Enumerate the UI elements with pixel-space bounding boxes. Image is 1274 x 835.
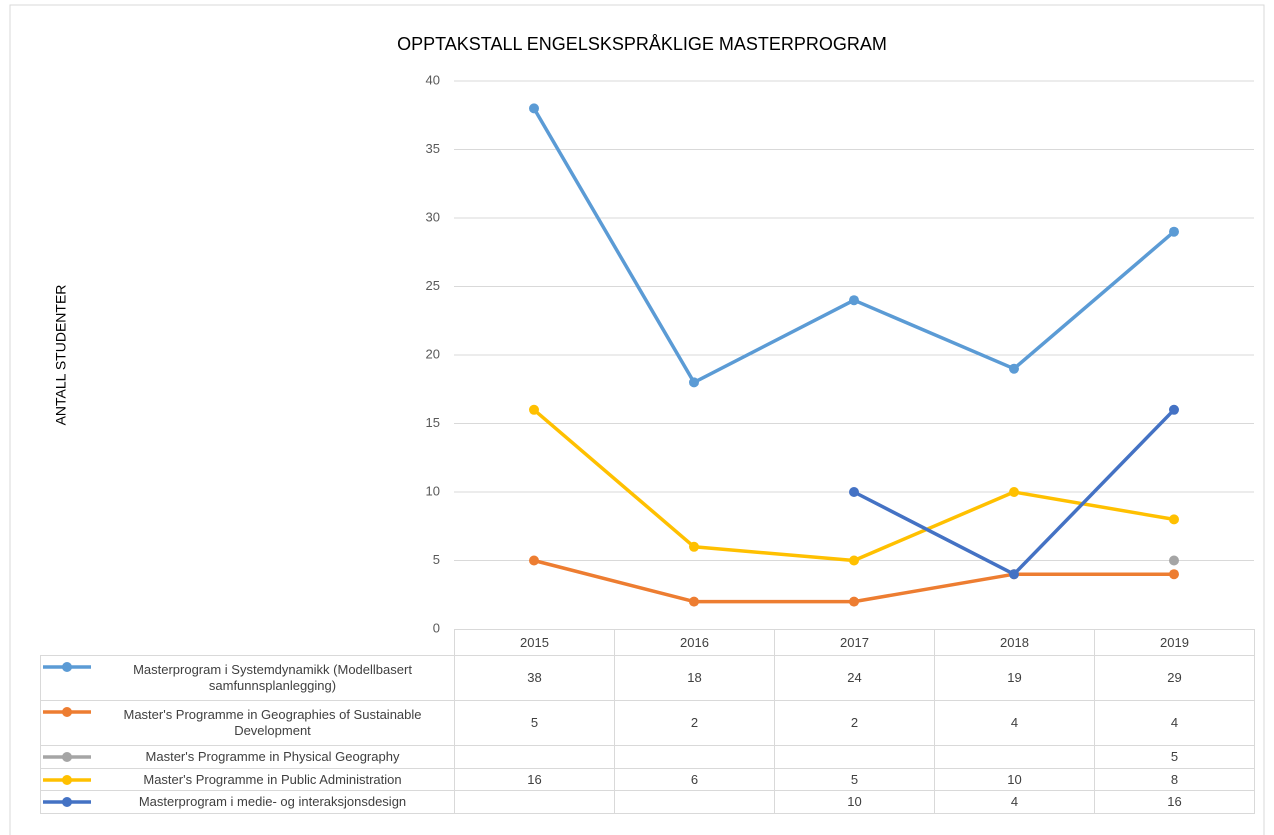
table-cell: 38 xyxy=(454,655,615,701)
legend-entry: Masterprogram i Systemdynamikk (Modellba… xyxy=(40,655,455,701)
table-cell: 16 xyxy=(454,768,615,791)
point-marker xyxy=(1009,569,1019,580)
y-tick-label: 15 xyxy=(426,415,440,430)
legend-dot xyxy=(62,775,72,785)
y-tick-label: 40 xyxy=(426,72,440,87)
y-tick-label: 10 xyxy=(426,483,440,498)
table-cell xyxy=(454,745,615,769)
table-cell: 10 xyxy=(774,790,935,814)
point-marker xyxy=(1169,555,1179,566)
table-cell xyxy=(934,745,1095,769)
table-cell xyxy=(454,790,615,814)
point-marker xyxy=(1169,226,1179,237)
legend-dot xyxy=(62,797,72,807)
table-cell: 18 xyxy=(614,655,775,701)
table-cell: 29 xyxy=(1094,655,1255,701)
legend-label: Master's Programme in Public Administrat… xyxy=(143,771,402,787)
point-marker xyxy=(1169,569,1179,580)
y-tick-label: 35 xyxy=(426,141,440,156)
legend-label: Masterprogram i Systemdynamikk (Modellba… xyxy=(133,662,412,693)
table-cell xyxy=(774,745,935,769)
legend-key xyxy=(43,707,91,717)
table-cell: 4 xyxy=(934,790,1095,814)
x-tick-label: 2019 xyxy=(1094,629,1255,656)
table-cell: 5 xyxy=(1094,745,1255,769)
y-tick-label: 20 xyxy=(426,346,440,361)
legend-key xyxy=(43,662,91,672)
legend-key xyxy=(43,797,91,807)
point-marker xyxy=(849,596,859,607)
point-marker xyxy=(849,295,859,306)
point-marker xyxy=(849,555,859,566)
chart-frame xyxy=(9,4,1265,835)
table-cell: 16 xyxy=(1094,790,1255,814)
point-marker xyxy=(689,377,699,388)
point-marker xyxy=(689,541,699,552)
table-cell: 5 xyxy=(774,768,935,791)
y-tick-label: 0 xyxy=(433,620,440,635)
x-tick-label: 2016 xyxy=(614,629,775,656)
table-cell: 2 xyxy=(614,700,775,746)
point-marker xyxy=(1009,487,1019,497)
x-tick-label: 2018 xyxy=(934,629,1095,656)
table-cell xyxy=(614,745,775,769)
table-cell xyxy=(614,790,775,814)
point-marker xyxy=(849,487,859,497)
legend-key xyxy=(43,775,91,785)
legend-label: Master's Programme in Physical Geography xyxy=(145,749,400,764)
table-cell: 24 xyxy=(774,655,935,701)
table-cell: 19 xyxy=(934,655,1095,701)
table-cell: 2 xyxy=(774,700,935,746)
legend-label: Masterprogram i medie- og interaksjonsde… xyxy=(138,794,407,809)
table-cell: 6 xyxy=(614,768,775,791)
y-tick-label: 30 xyxy=(426,209,440,224)
legend-entry: Master's Programme in Public Administrat… xyxy=(40,768,455,791)
legend-dot xyxy=(62,662,72,672)
chart-title: OPPTAKSTALL ENGELSKSPRÅKLIGE MASTERPROGR… xyxy=(397,34,887,54)
point-marker xyxy=(529,555,539,566)
point-marker xyxy=(689,596,699,607)
table-cell: 10 xyxy=(934,768,1095,791)
point-marker xyxy=(529,404,539,415)
point-marker xyxy=(1169,404,1179,415)
legend-entry: Masterprogram i medie- og interaksjonsde… xyxy=(40,790,455,814)
legend-label: Master's Programme in Geographies of Sus… xyxy=(123,707,422,738)
table-cell: 4 xyxy=(934,700,1095,746)
legend-entry: Master's Programme in Geographies of Sus… xyxy=(40,700,455,746)
legend-dot xyxy=(62,752,72,762)
point-marker xyxy=(1009,363,1019,374)
point-marker xyxy=(529,103,539,114)
table-cell: 4 xyxy=(1094,700,1255,746)
table-cell: 5 xyxy=(454,700,615,746)
legend-dot xyxy=(62,707,72,717)
table-cell: 8 xyxy=(1094,768,1255,791)
x-tick-label: 2017 xyxy=(774,629,935,656)
y-axis-title: ANTALL STUDENTER xyxy=(53,285,69,426)
x-tick-label: 2015 xyxy=(454,629,615,656)
legend-key xyxy=(43,752,91,762)
legend-entry: Master's Programme in Physical Geography xyxy=(40,745,455,769)
y-tick-label: 5 xyxy=(433,552,440,567)
point-marker xyxy=(1169,514,1179,525)
y-tick-label: 25 xyxy=(426,278,440,293)
